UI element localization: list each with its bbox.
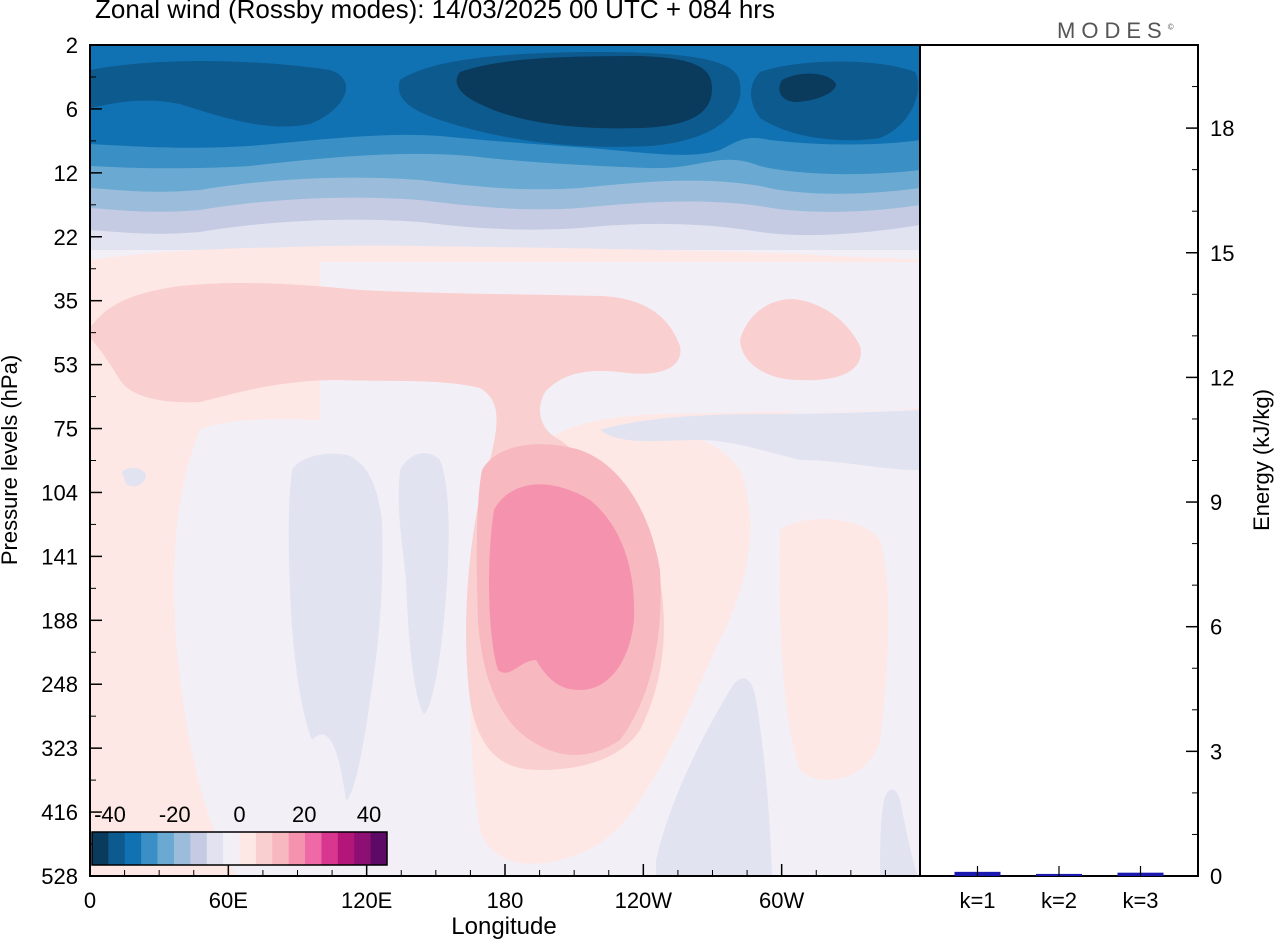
colorbar-label: 0 — [233, 802, 245, 827]
energy-bar-label: k=3 — [1122, 888, 1158, 913]
y-tick-label: 188 — [41, 608, 78, 633]
colorbar: -40 -20 0 20 40 — [91, 802, 388, 866]
colorbar-swatch — [206, 832, 224, 865]
energy-tick-label: 15 — [1210, 241, 1234, 266]
x-tick-label: 120W — [615, 888, 673, 913]
colorbar-swatch — [321, 832, 339, 865]
y-tick-label: 416 — [41, 800, 78, 825]
contour-band — [880, 789, 918, 876]
y-tick-label: 12 — [54, 161, 78, 186]
y-tick-label: 6 — [66, 97, 78, 122]
contour-band — [600, 410, 920, 470]
y-tick-label: 104 — [41, 480, 78, 505]
x-tick-label: 180 — [487, 888, 524, 913]
colorbar-label: 20 — [292, 802, 316, 827]
colorbar-swatch — [354, 832, 372, 865]
colorbar-swatch — [239, 832, 257, 865]
colorbar-swatch — [173, 832, 191, 865]
contour-band — [118, 125, 168, 133]
colorbar-label: -40 — [94, 802, 126, 827]
energy-tick-label: 6 — [1210, 615, 1222, 640]
x-axis: 0 60E 120E 180 120W 60W — [84, 864, 886, 913]
energy-tick-label: 12 — [1210, 365, 1234, 390]
energy-panel-frame — [919, 44, 1199, 877]
colorbar-label: -20 — [159, 802, 191, 827]
energy-tick-label: 0 — [1210, 864, 1222, 889]
contour-band — [398, 453, 449, 714]
y-tick-label: 323 — [41, 736, 78, 761]
colorbar-swatch — [272, 832, 290, 865]
heatmap-field — [90, 45, 920, 876]
x-tick-label: 60E — [209, 888, 248, 913]
contour-band — [740, 299, 861, 381]
colorbar-swatch — [370, 832, 388, 865]
colorbar-swatch — [157, 832, 175, 865]
energy-tick-label: 9 — [1210, 490, 1222, 515]
colorbar-swatch — [288, 832, 306, 865]
y-tick-label: 528 — [41, 864, 78, 889]
colorbar-swatch — [124, 832, 142, 865]
energy-bars: k=1 k=2 k=3 — [954, 866, 1164, 913]
energy-bar-label: k=2 — [1041, 888, 1077, 913]
colorbar-swatch — [92, 832, 109, 865]
contour-band — [90, 247, 320, 876]
colorbar-swatch — [190, 832, 208, 865]
x-axis-label: Longitude — [451, 913, 556, 940]
colorbar-swatch — [223, 832, 240, 865]
colorbar-frame — [91, 831, 388, 866]
x-tick-label: 60W — [759, 888, 804, 913]
energy-axis: 0 3 6 9 12 15 18 — [1186, 86, 1234, 889]
y-tick-label: 141 — [41, 544, 78, 569]
contour-band — [90, 61, 347, 127]
chart-title: Zonal wind (Rossby modes): 14/03/2025 00… — [95, 0, 775, 24]
y-tick-label: 2 — [66, 33, 78, 58]
x-tick-label: 0 — [84, 888, 96, 913]
y-tick-label: 53 — [54, 353, 78, 378]
energy-bar-label: k=1 — [959, 888, 995, 913]
y-axis-label: Pressure levels (hPa) — [0, 354, 22, 566]
y-tick-label: 248 — [41, 672, 78, 697]
y-axis: 2 6 12 22 35 53 75 104 141 188 248 323 416 528 — [41, 33, 102, 889]
colorbar-swatch — [141, 832, 159, 865]
x-tick-label: 120E — [341, 888, 392, 913]
energy-axis-label: Energy (kJ/kg) — [1249, 389, 1274, 531]
colorbar-swatch — [337, 832, 355, 865]
y-tick-label: 35 — [54, 289, 78, 314]
contour-band — [656, 678, 772, 876]
contour-band — [288, 453, 383, 800]
contour-band — [779, 519, 889, 780]
colorbar-swatch — [108, 832, 126, 865]
contour-band — [456, 56, 712, 129]
energy-tick-label: 3 — [1210, 739, 1222, 764]
brand-logo: MODES© — [1057, 18, 1174, 43]
colorbar-label: 40 — [357, 802, 381, 827]
colorbar-swatch — [305, 832, 322, 865]
y-tick-label: 22 — [54, 225, 78, 250]
contour-band — [779, 73, 836, 102]
contour-band — [122, 467, 146, 487]
colorbar-swatch — [255, 832, 273, 865]
energy-tick-label: 18 — [1210, 116, 1234, 141]
contour-band — [489, 484, 635, 690]
y-tick-label: 75 — [54, 417, 78, 442]
